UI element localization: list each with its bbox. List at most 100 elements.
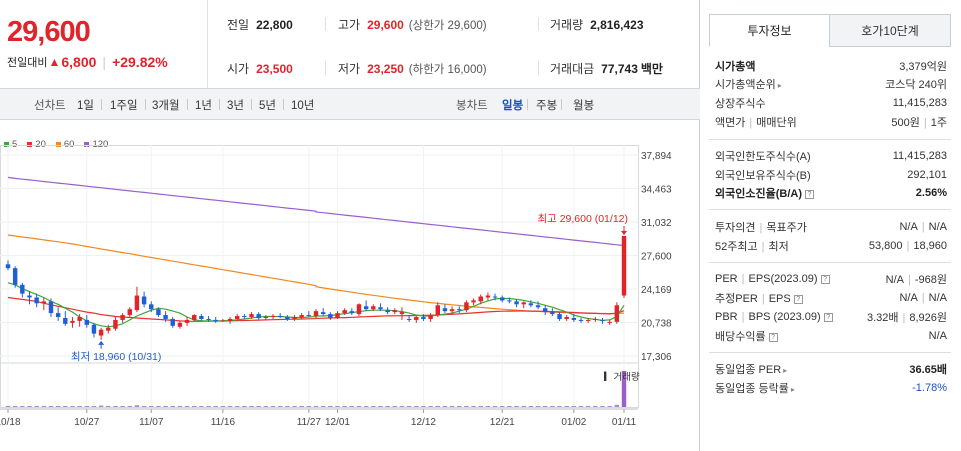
y-tick-label: 37,894	[641, 151, 672, 162]
volume-bar	[20, 406, 25, 407]
period-1w[interactable]: 1주일	[110, 100, 138, 112]
volume-bar	[113, 406, 118, 407]
candle-body	[48, 301, 54, 314]
candle-body	[378, 307, 383, 310]
help-icon[interactable]: ?	[768, 332, 778, 342]
row-value: 500원	[891, 117, 920, 129]
candle-monthly[interactable]: 월봉	[573, 100, 595, 112]
candle-body	[306, 315, 312, 317]
volume-bar	[571, 406, 577, 407]
help-icon[interactable]: ?	[793, 294, 803, 304]
volume-bar	[227, 406, 233, 407]
candle-body	[70, 320, 75, 323]
price-box: 29,600 전일대비 ▲ 6,800 | +29.82%	[0, 0, 208, 88]
stat-sub: (하한가 16,000)	[408, 63, 487, 76]
candle-chart-label: 봉차트	[456, 100, 488, 112]
candle-body	[564, 317, 569, 319]
candle-body	[242, 316, 247, 318]
candle-body	[27, 295, 32, 298]
legend-item-ma20: 20	[27, 139, 46, 150]
divider	[709, 262, 951, 263]
volume-bar	[464, 406, 469, 407]
help-icon[interactable]: ?	[805, 189, 814, 199]
volume-bar	[12, 406, 18, 407]
period-3y[interactable]: 3년	[227, 100, 244, 112]
tab-investment-info[interactable]: 투자정보	[709, 14, 830, 47]
candle-body	[134, 295, 140, 311]
row-sector-per[interactable]: 동일업종 PER ▸ 36.65배	[715, 360, 947, 378]
row-label: 52주최고	[715, 241, 758, 253]
x-tick-label: 01/02	[561, 417, 586, 428]
row-label: 시가총액순위	[715, 79, 776, 91]
volume-bar	[492, 406, 498, 407]
info-tabs: 투자정보 호가10단계	[709, 14, 951, 47]
row-est-per: 추정PER | EPS? N/A | N/A	[715, 289, 947, 307]
candle-body	[607, 321, 612, 323]
x-tick-label: 12/01	[325, 417, 350, 428]
row-value-2: -968원	[914, 274, 947, 286]
candle-body	[206, 318, 211, 320]
divider	[709, 139, 951, 140]
candle-body	[106, 327, 111, 331]
row-label: 배당수익률	[715, 331, 766, 343]
help-icon[interactable]: ?	[823, 312, 833, 322]
stat-label: 저가	[338, 62, 361, 76]
volume-bar	[378, 406, 383, 407]
divider	[538, 61, 539, 75]
y-tick-label: 27,600	[641, 252, 672, 263]
candle-daily[interactable]: 일봉	[502, 100, 524, 112]
volume-bar	[328, 406, 333, 407]
legend-swatch	[4, 142, 9, 147]
legend-item-ma120: 120	[84, 139, 108, 150]
tab-order-book[interactable]: 호가10단계	[829, 14, 951, 47]
row-label-2: 매매단위	[756, 117, 797, 129]
volume-bar	[149, 406, 154, 407]
row-label: 시가총액	[715, 61, 756, 73]
row-label: 추정PER	[715, 293, 758, 305]
row-label: 외국인소진율(B/A)	[715, 188, 802, 200]
period-1y[interactable]: 1년	[195, 100, 212, 112]
help-icon[interactable]: ?	[820, 274, 830, 284]
row-label: PER	[715, 273, 738, 285]
divider	[538, 17, 539, 31]
candle-body	[585, 319, 591, 321]
stat-label: 시가	[227, 62, 250, 76]
volume-bar	[5, 405, 11, 407]
candle-weekly[interactable]: 주봉	[536, 100, 558, 112]
candle-body	[621, 235, 627, 296]
row-market-cap-rank[interactable]: 시가총액순위 ▸ 코스닥 240위	[715, 75, 947, 93]
period-5y[interactable]: 5년	[259, 100, 276, 112]
volume-bar	[356, 406, 362, 407]
stat-label: 전일	[227, 18, 250, 32]
row-label: 동일업종 PER	[715, 364, 782, 376]
down-arrow-icon	[621, 230, 627, 235]
divider: |	[902, 312, 906, 324]
row-label-2: EPS	[768, 293, 791, 305]
chevron-right-icon: ▸	[777, 81, 782, 90]
row-value: -1.78%	[912, 382, 947, 394]
candle-body	[91, 324, 97, 334]
candle-body	[356, 304, 362, 315]
row-par-unit: 액면가 | 매매단위 500원 | 1주	[715, 113, 947, 131]
period-10y[interactable]: 10년	[291, 100, 315, 112]
candle-body	[299, 315, 304, 318]
stat-prev-close: 전일 22,800	[227, 16, 293, 33]
period-1d[interactable]: 1일	[77, 100, 94, 112]
divider	[187, 99, 188, 110]
y-tick-label: 20,738	[641, 319, 672, 330]
volume-label: ▎거래량	[604, 371, 640, 383]
row-sector-rate[interactable]: 동일업종 등락률 ▸ -1.78%	[715, 379, 947, 397]
period-3m[interactable]: 3개월	[152, 100, 180, 112]
divider: |	[761, 241, 765, 253]
candle-body	[528, 303, 534, 306]
volume-bar	[557, 406, 562, 407]
legend-label: 20	[35, 139, 46, 150]
stat-value: 23,500	[256, 61, 293, 76]
divider	[325, 17, 326, 31]
volume-bar	[342, 406, 347, 407]
up-arrow-icon: ▲	[48, 55, 61, 69]
row-value: N/A	[899, 221, 918, 233]
candle-body	[449, 309, 455, 312]
candle-body	[521, 302, 526, 305]
candle-body	[34, 297, 39, 304]
